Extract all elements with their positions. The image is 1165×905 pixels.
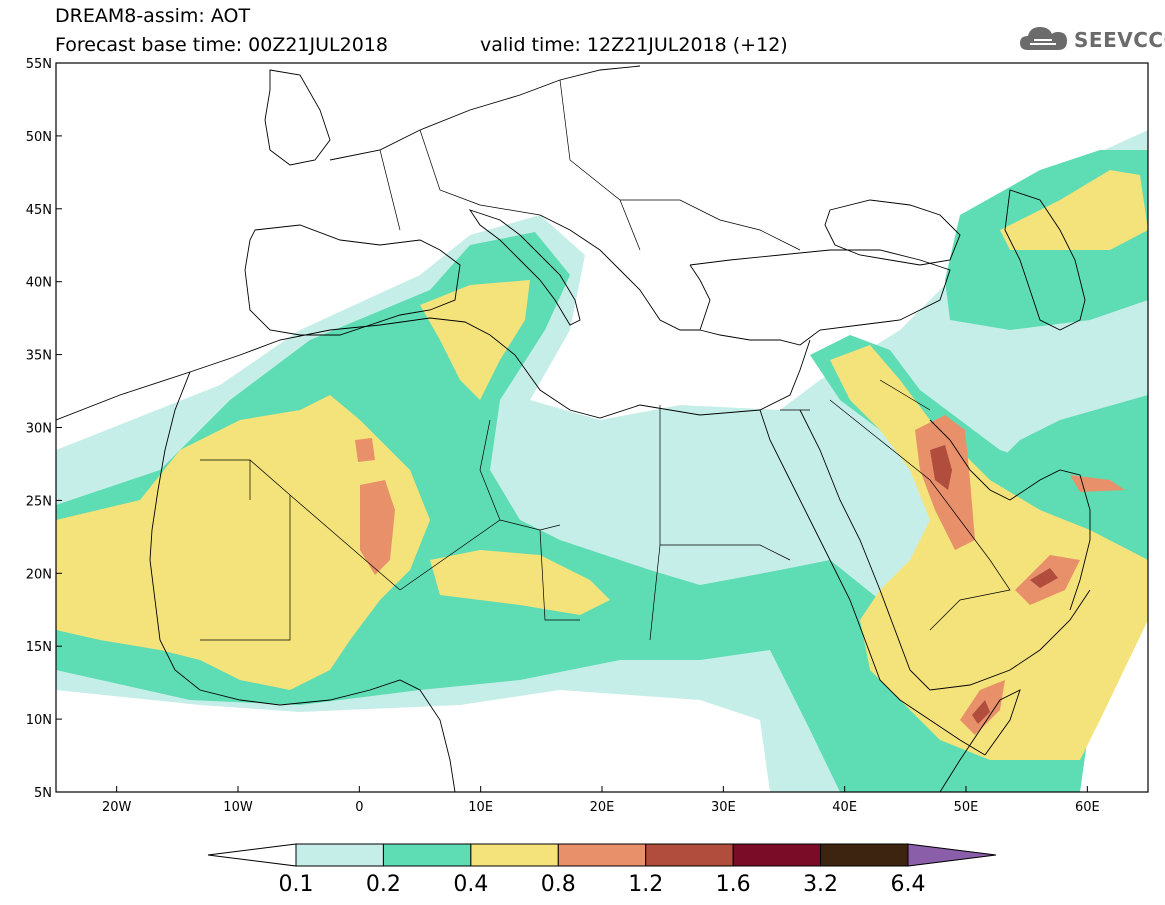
colorbar-swatch — [557, 843, 647, 867]
coastline-anatolia — [689, 249, 951, 346]
lat-label: 50N — [26, 130, 52, 145]
coastline-balkans — [539, 214, 711, 331]
lon-label: 0 — [355, 800, 363, 815]
seevccc-logo: SEEVCCC — [1018, 22, 1165, 58]
coastlines-borders — [56, 65, 1091, 792]
colorbar-label: 0.4 — [453, 872, 489, 897]
colorbar-label: 0.8 — [540, 872, 576, 897]
colorbar-label: 1.6 — [715, 872, 751, 897]
lat-label: 55N — [26, 57, 52, 72]
colorbar-label: 6.4 — [890, 872, 926, 897]
lat-label: 40N — [26, 276, 52, 291]
coastline-red-sea — [759, 409, 986, 756]
colorbar-swatch — [382, 843, 472, 867]
latitude-axis: 55N 50N 45N 40N 35N 30N 25N 20N 15N 10N 5N — [26, 57, 62, 801]
aot-field — [56, 63, 1148, 792]
lat-label: 45N — [26, 203, 52, 218]
aot-band-1.2-kuwait — [930, 445, 952, 490]
lon-label: 40E — [832, 800, 857, 815]
lon-label: 60E — [1075, 800, 1100, 815]
lat-label: 30N — [26, 422, 52, 437]
coastline-europe-north — [329, 65, 641, 161]
lon-label: 20E — [590, 800, 615, 815]
aot-band-1.2-somalia — [972, 700, 990, 724]
coastline-italy — [468, 209, 581, 326]
colorbar-label: 0.1 — [278, 872, 314, 897]
colorbar — [207, 843, 997, 867]
colorbar-swatch — [470, 843, 559, 867]
map-title: DREAM8-assim: AOT — [55, 5, 251, 27]
aot-band-1.2-oman — [1030, 568, 1058, 588]
lon-label: 10E — [468, 800, 493, 815]
coastline-black-sea — [824, 199, 961, 266]
colorbar-under-triangle — [207, 843, 297, 867]
coastline-gulf — [929, 419, 1091, 611]
aot-band-0.4-tunisia — [420, 280, 530, 400]
lon-label: 50E — [954, 800, 979, 815]
aot-band-0.8-sahara-north — [355, 438, 375, 462]
logo-text: SEEVCCC — [1074, 28, 1165, 52]
border-lines — [200, 79, 1011, 641]
lat-label: 10N — [26, 713, 52, 728]
lat-label: 25N — [26, 494, 52, 509]
colorbar-swatch — [820, 843, 909, 867]
coastline-horn-africa — [939, 689, 1021, 792]
coastline-iberia — [244, 224, 461, 336]
forecast-base-time: Forecast base time: 00Z21JUL2018 — [55, 34, 388, 56]
lon-label: 20W — [102, 800, 132, 815]
colorbar-over-triangle — [907, 843, 997, 867]
coastline-caspian — [1004, 189, 1086, 331]
colorbar-label: 0.2 — [365, 872, 401, 897]
valid-time: valid time: 12Z21JUL2018 (+12) — [480, 34, 788, 56]
coastline-britain — [264, 69, 331, 166]
coastline-west-africa — [149, 371, 456, 792]
aot-band-0.4-sahel — [430, 550, 610, 615]
aot-band-0.8-sahara — [360, 480, 395, 575]
lat-label: 20N — [26, 567, 52, 582]
aot-band-0.4-arabia — [830, 345, 1148, 760]
colorbar-swatch — [732, 843, 822, 867]
lat-label: 35N — [26, 349, 52, 364]
lat-label: 15N — [26, 640, 52, 655]
aot-band-0.4-black-sea — [1000, 170, 1148, 250]
coastline-north-africa — [56, 317, 811, 421]
lon-label: 30E — [711, 800, 736, 815]
colorbar-swatch — [295, 843, 384, 867]
longitude-axis: 20W 10W 0 10E 20E 30E 40E 50E 60E — [102, 786, 1100, 815]
colorbar-label: 1.2 — [628, 872, 664, 897]
colorbar-swatch — [645, 843, 734, 867]
cloud-icon — [1020, 27, 1067, 50]
aot-band-0.4-westafrica — [56, 395, 430, 690]
colorbar-label: 3.2 — [803, 872, 839, 897]
lon-label: 10W — [223, 800, 253, 815]
coastline-arabia-west — [799, 409, 1091, 691]
lat-label: 5N — [34, 786, 52, 801]
